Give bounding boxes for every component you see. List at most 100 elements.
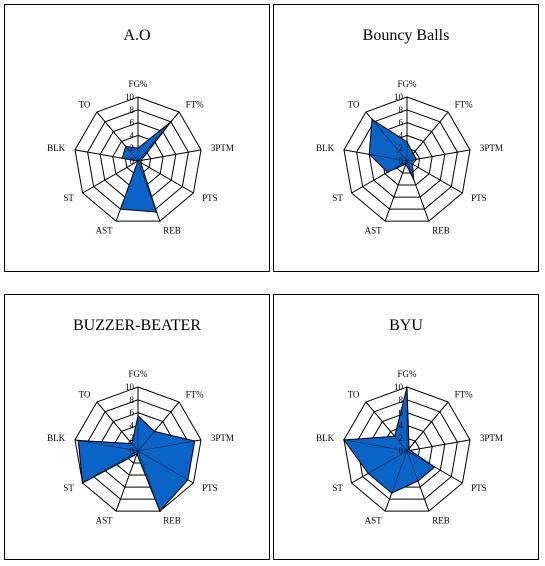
tick-label: 10 <box>394 382 404 392</box>
chart-title: BUZZER-BEATER <box>73 317 201 334</box>
tick-label: 4 <box>130 420 135 430</box>
chart-title: BYU <box>389 317 423 334</box>
radar-panel-buzzer-beater: BUZZER-BEATER 0 2 4 6 8 10 FG% FT% 3PTM PTS REB AST… <box>4 294 270 560</box>
axis-spoke-overlay <box>406 450 463 484</box>
axis-label: PTS <box>202 483 218 493</box>
radar-chart-byu: 0 2 4 6 8 10 FG% FT% 3PTM PTS REB AST ST BLK TO <box>316 369 503 526</box>
axis-label: FG% <box>128 369 148 379</box>
tick-label: 6 <box>399 408 404 418</box>
tick-label: 6 <box>399 118 404 128</box>
grid-ring <box>99 412 177 488</box>
tick-label: 2 <box>130 433 135 443</box>
tick-label: 4 <box>399 130 404 140</box>
radar-chart-ao: 0 2 4 6 8 10 FG% FT% 3PTM PTS REB AST ST BLK TO <box>47 79 234 236</box>
axis-spoke-overlay <box>74 439 139 452</box>
axis-label: ST <box>63 193 74 203</box>
axis-label: ST <box>332 193 343 203</box>
tick-label: 8 <box>130 105 135 115</box>
axis-label: REB <box>163 226 181 236</box>
axis-spoke-overlay <box>406 450 430 512</box>
axis-label: PTS <box>471 483 487 493</box>
tick-label: 4 <box>130 130 135 140</box>
axis-label: AST <box>96 516 114 526</box>
radar-panel-bouncy-balls: Bouncy Balls 0 2 4 6 8 10 FG% FT% 3PTM PTS REB AST S… <box>273 4 539 272</box>
tick-label: 6 <box>130 408 135 418</box>
axis-spoke-overlay <box>137 160 161 222</box>
grid-ring <box>87 399 189 500</box>
axis-spoke-overlay <box>406 111 449 162</box>
grid-ring <box>343 96 471 222</box>
tick-label: 2 <box>399 433 404 443</box>
radar-chart-buzzer-beater: 0 2 4 6 8 10 FG% FT% 3PTM PTS REB AST ST BLK TO <box>47 369 234 526</box>
radar-panel-byu: BYU 0 2 4 6 8 10 FG% FT% 3PTM PTS REB AST ST BLK TO <box>273 294 539 560</box>
tick-label: 2 <box>130 143 135 153</box>
tick-label: 0 <box>130 446 135 456</box>
tick-label: 0 <box>399 156 404 166</box>
axis-label: AST <box>365 516 383 526</box>
axis-spoke-overlay <box>351 160 408 194</box>
data-area <box>343 386 436 494</box>
radar-chart-bouncy-balls: 0 2 4 6 8 10 FG% FT% 3PTM PTS REB AST ST BLK TO <box>316 79 503 236</box>
grid-ring <box>74 96 202 222</box>
axis-label: AST <box>96 226 114 236</box>
axis-label: ST <box>63 483 74 493</box>
axis-spoke-overlay <box>343 439 408 452</box>
axis-label: BLK <box>316 143 335 153</box>
axis-label: TO <box>348 389 360 399</box>
axis-spoke-overlay <box>365 401 408 452</box>
axis-label: REB <box>432 516 450 526</box>
axis-spoke-overlay <box>365 111 408 162</box>
grid-ring <box>343 386 471 512</box>
axis-spoke-overlay <box>82 450 139 484</box>
axis-spoke-overlay <box>115 160 139 222</box>
grid-ring <box>356 109 458 210</box>
axis-label: FT% <box>455 389 474 399</box>
tick-label: 8 <box>130 395 135 405</box>
axis-label: PTS <box>202 193 218 203</box>
axis-label: PTS <box>471 193 487 203</box>
data-area <box>119 121 172 213</box>
grid-ring <box>74 386 202 512</box>
tick-label: 10 <box>125 92 135 102</box>
axis-label: FT% <box>455 99 474 109</box>
axis-spoke-overlay <box>137 160 194 194</box>
axis-spoke-overlay <box>406 160 430 222</box>
axis-label: 3PTM <box>211 433 234 443</box>
axis-label: AST <box>365 226 383 236</box>
axis-label: FG% <box>128 79 148 89</box>
axis-spoke-overlay <box>137 450 161 512</box>
axis-label: TO <box>79 389 91 399</box>
axis-label: FG% <box>397 369 417 379</box>
axis-spoke-overlay <box>384 450 408 512</box>
axis-spoke-overlay <box>137 439 202 452</box>
axis-spoke-overlay <box>406 149 471 162</box>
tick-label: 0 <box>399 446 404 456</box>
tick-label: 6 <box>130 118 135 128</box>
axis-spoke-overlay <box>384 160 408 222</box>
axis-spoke-overlay <box>74 149 139 162</box>
axis-label: BLK <box>47 433 66 443</box>
grid-ring <box>356 399 458 500</box>
tick-label: 10 <box>125 382 135 392</box>
axis-spoke-overlay <box>343 149 408 162</box>
data-point <box>343 439 345 441</box>
data-area <box>368 118 418 180</box>
axis-label: TO <box>79 99 91 109</box>
tick-label: 0 <box>130 156 135 166</box>
tick-label: 10 <box>394 92 404 102</box>
radar-panel-ao: A.O 0 2 4 6 8 10 FG% FT% 3PTM PTS REB AST ST BLK TO <box>4 4 270 272</box>
axis-label: FG% <box>397 79 417 89</box>
axis-spoke-overlay <box>406 160 463 194</box>
axis-label: TO <box>348 99 360 109</box>
axis-spoke-overlay <box>96 401 139 452</box>
axis-spoke-overlay <box>406 439 471 452</box>
axis-spoke-overlay <box>137 111 180 162</box>
tick-label: 8 <box>399 105 404 115</box>
axis-label: REB <box>163 516 181 526</box>
axis-spoke-overlay <box>82 160 139 194</box>
axis-label: 3PTM <box>480 143 503 153</box>
axis-label: 3PTM <box>480 433 503 443</box>
chart-title: Bouncy Balls <box>362 27 450 44</box>
tick-label: 8 <box>399 395 404 405</box>
tick-label: 4 <box>399 420 404 430</box>
